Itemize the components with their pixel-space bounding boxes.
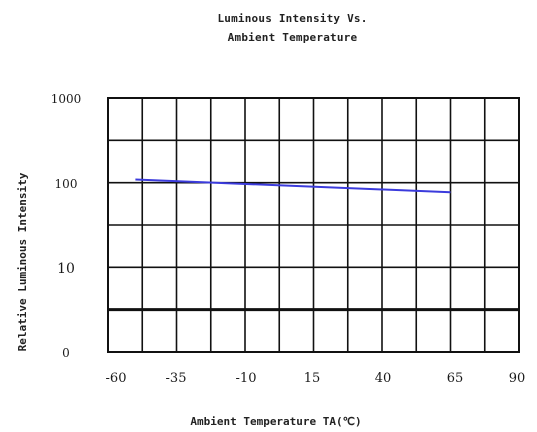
y-tick-label: 0 bbox=[62, 346, 70, 360]
x-tick-label: -35 bbox=[166, 371, 187, 386]
x-tick-label: -10 bbox=[236, 371, 257, 386]
series-line bbox=[135, 178, 451, 194]
y-tick-label: 100 bbox=[55, 177, 78, 191]
x-tick-label: -60 bbox=[106, 371, 127, 386]
x-tick-label: 40 bbox=[375, 371, 392, 386]
series-lines bbox=[135, 178, 451, 194]
chart-title-line-2: Ambient Temperature bbox=[227, 31, 358, 44]
y-tick-label: 10 bbox=[57, 261, 75, 277]
plot-border bbox=[107, 97, 520, 353]
grid-lines bbox=[108, 98, 519, 352]
chart-title: Luminous Intensity Vs. Ambient Temperatu… bbox=[0, 9, 537, 47]
x-tick-label: 65 bbox=[447, 371, 464, 386]
x-axis-label: Ambient Temperature TA(℃) bbox=[190, 415, 361, 428]
chart-title-line-1: Luminous Intensity Vs. bbox=[217, 12, 368, 25]
x-tick-label: 90 bbox=[509, 371, 526, 386]
y-axis-label: Relative Luminous Intensity bbox=[16, 172, 29, 351]
plot-frame bbox=[107, 97, 520, 353]
x-tick-labels: -60 -35 -10 15 40 65 90 bbox=[106, 371, 526, 386]
x-tick-label: 15 bbox=[304, 371, 321, 386]
y-tick-label: 1000 bbox=[51, 92, 82, 106]
